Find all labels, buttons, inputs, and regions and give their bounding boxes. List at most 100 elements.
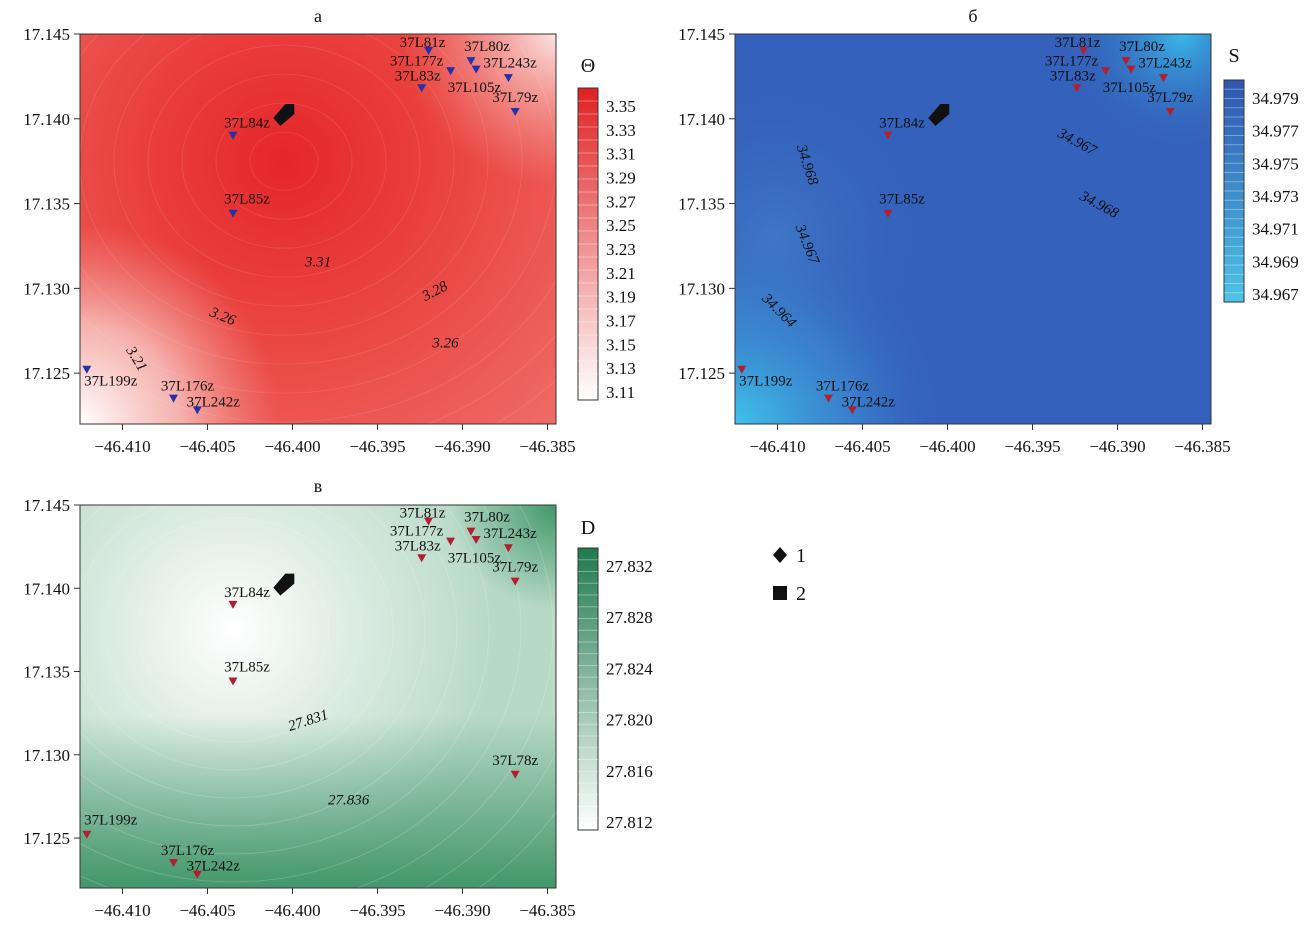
colorbar-label: S: [1228, 45, 1239, 67]
station-marker: [82, 365, 92, 374]
marker-2-square: [273, 104, 295, 126]
station-label: 37L83z: [395, 68, 441, 84]
contour-label: 3.31: [304, 254, 331, 270]
station-label: 37L84z: [224, 116, 270, 132]
contour-label: 3.26: [431, 336, 459, 352]
field-1: [80, 34, 556, 424]
y-tick-label: 17.145: [23, 25, 70, 44]
station-marker: [1079, 46, 1088, 55]
x-tick-label: −46.390: [1089, 437, 1145, 456]
colorbar-tick-label: 3.15: [606, 335, 636, 354]
station-marker: [228, 131, 238, 140]
station-label: 37L242z: [187, 859, 241, 875]
colorbar-tick-label: 34.971: [1252, 220, 1299, 239]
colorbar-tick-label: 27.832: [606, 557, 653, 576]
station-marker: [228, 209, 238, 218]
station-marker: [228, 600, 238, 609]
station-label: 37L80z: [1119, 39, 1165, 55]
station-marker: [883, 209, 893, 218]
x-tick-label: −46.385: [1174, 437, 1230, 456]
station-marker: [466, 57, 476, 66]
x-tick-label: −46.405: [179, 437, 235, 456]
station-marker: [417, 554, 427, 563]
station-marker: [169, 394, 178, 403]
station-label: 37L83z: [1050, 68, 1096, 84]
station-marker: [503, 544, 513, 553]
station-marker: [424, 517, 433, 526]
station-label: 37L199z: [84, 813, 138, 829]
station-marker: [471, 535, 481, 544]
station-label: 37L105z: [448, 80, 502, 96]
station-marker: [192, 406, 202, 415]
plot-frame: [79, 504, 557, 889]
colorbar-tick-label: 34.967: [1252, 285, 1299, 304]
station-label: 37L243z: [1138, 56, 1192, 72]
station-label: 37L199z: [739, 374, 793, 390]
legend: 12: [773, 545, 806, 605]
station-marker: [424, 46, 433, 55]
station-label: 37L83z: [395, 538, 441, 554]
colorbar-tick-label: 3.11: [606, 383, 635, 402]
station-marker: [1158, 74, 1168, 83]
x-tick-label: −46.405: [834, 437, 890, 456]
station-marker: [169, 859, 178, 868]
contour-label: 27.836: [328, 793, 370, 809]
station-marker: [1121, 57, 1131, 66]
station-marker: [883, 131, 893, 140]
station-label: 37L243z: [483, 56, 537, 72]
plot-frame: [79, 33, 557, 425]
station-marker: [1101, 67, 1111, 76]
legend-label: 2: [796, 583, 806, 605]
station-label: 37L242z: [187, 394, 241, 410]
station-marker: [446, 67, 456, 76]
marker-2-square: [273, 573, 295, 596]
x-tick-label: −46.410: [749, 437, 805, 456]
y-tick-label: 17.125: [23, 829, 70, 848]
legend-label: 1: [796, 545, 806, 567]
legend-diamond-icon: [773, 547, 787, 563]
station-label: 37L176z: [816, 379, 870, 395]
station-marker: [417, 84, 427, 93]
colorbar-tick-label: 3.19: [606, 288, 636, 307]
station-marker: [82, 830, 92, 839]
station-marker: [1072, 84, 1082, 93]
x-tick-label: −46.395: [349, 437, 405, 456]
field-3: [80, 505, 556, 888]
station-label: 37L177z: [390, 53, 444, 69]
colorbar-label: D: [581, 517, 595, 539]
marker-2-square: [928, 104, 950, 126]
y-tick-label: 17.130: [23, 746, 70, 765]
station-label: 37L105z: [1103, 80, 1157, 96]
y-tick-label: 17.140: [678, 110, 725, 129]
station-label: 37L243z: [483, 526, 537, 542]
station-label: 37L176z: [161, 379, 215, 395]
y-tick-label: 17.145: [678, 25, 725, 44]
x-tick-label: −46.400: [919, 437, 975, 456]
colorbar-tick-label: 3.35: [606, 97, 636, 116]
colorbar-tick-label: 34.979: [1252, 89, 1299, 108]
station-label: 37L79z: [492, 560, 538, 576]
station-label: 37L79z: [1147, 90, 1193, 106]
station-label: 37L242z: [842, 394, 896, 410]
station-label: 37L80z: [464, 510, 510, 526]
y-tick-label: 17.125: [23, 364, 70, 383]
station-label: 37L85z: [224, 192, 270, 208]
station-marker: [510, 577, 520, 586]
colorbar-tick-label: 34.977: [1252, 122, 1299, 141]
chart-panel-2: б −46.410 −46.405 −46.400 −46.395 −46.390 −46.…: [678, 6, 1299, 456]
station-marker: [192, 870, 202, 879]
x-tick-label: −46.405: [179, 901, 235, 920]
panel-title: в: [314, 476, 323, 496]
colorbar-tick-label: 3.29: [606, 169, 636, 188]
colorbar: [577, 547, 599, 831]
y-tick-label: 17.135: [678, 195, 725, 214]
x-tick-label: −46.390: [434, 901, 490, 920]
colorbar-tick-label: 3.13: [606, 359, 636, 378]
station-marker: [510, 108, 520, 116]
colorbar-tick-label: 3.21: [606, 264, 636, 283]
y-tick-label: 17.145: [23, 496, 70, 515]
station-marker: [446, 537, 456, 546]
panel-title: б: [968, 6, 977, 26]
y-tick-label: 17.125: [678, 364, 725, 383]
colorbar-tick-label: 3.27: [606, 192, 636, 211]
